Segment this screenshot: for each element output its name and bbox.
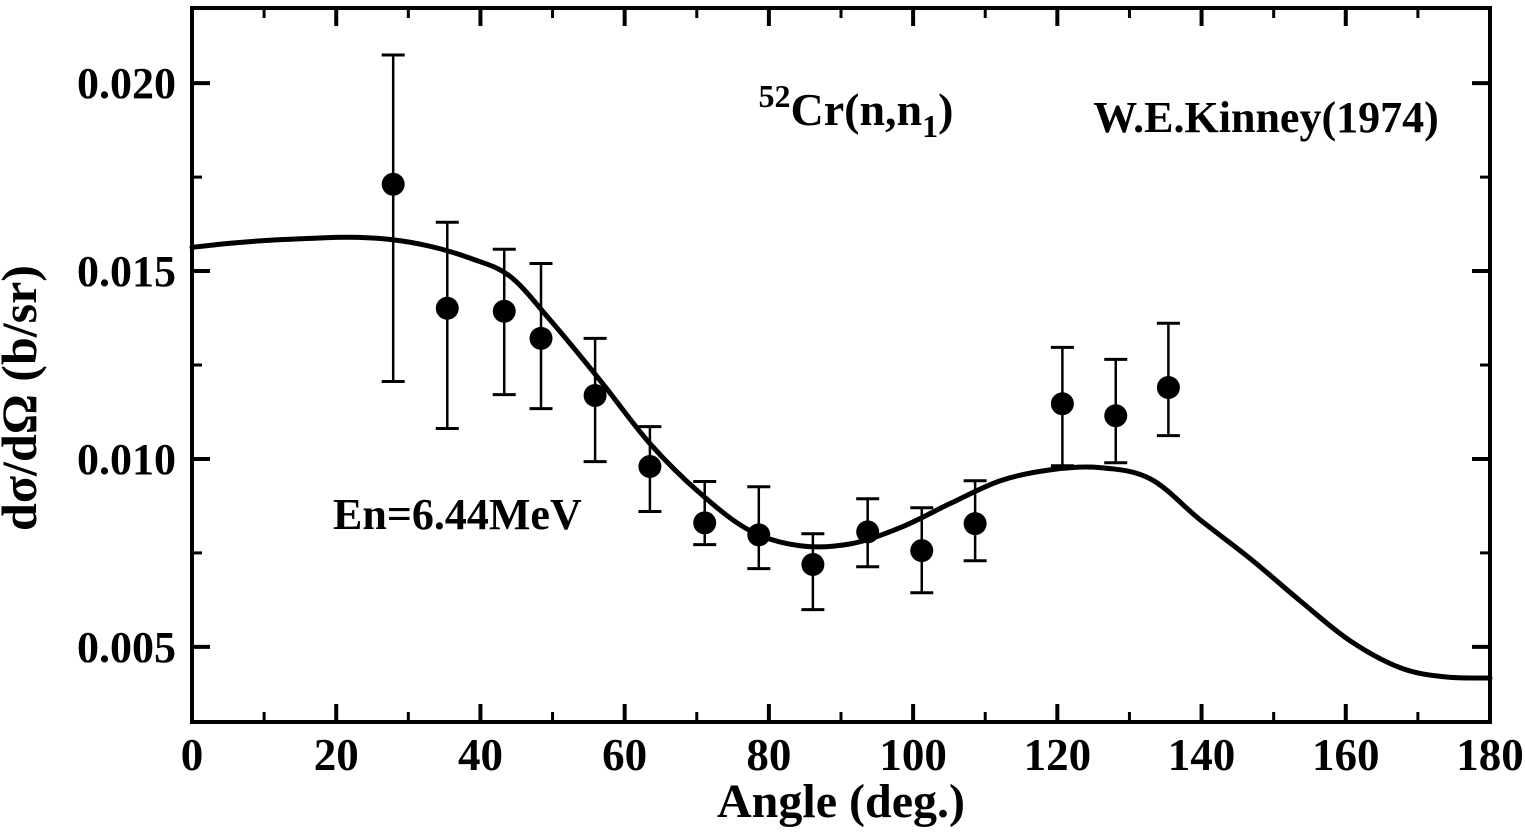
- data-point: [856, 520, 880, 544]
- data-point: [529, 326, 553, 350]
- reaction-label: 52Cr(n,n1): [759, 78, 954, 144]
- data-points-layer: [381, 172, 1180, 577]
- y-tick-label: 0.015: [77, 247, 176, 296]
- data-point: [381, 172, 405, 196]
- data-point: [1104, 404, 1128, 428]
- data-point: [583, 383, 607, 407]
- data-point: [638, 454, 662, 478]
- x-tick-label: 0: [181, 730, 204, 780]
- data-point: [910, 539, 934, 563]
- x-tick-label: 160: [1312, 730, 1380, 780]
- x-tick-label: 40: [458, 730, 503, 780]
- y-axis-title: dσ/dΩ (b/sr): [0, 265, 47, 531]
- data-point: [747, 523, 771, 547]
- x-tick-label: 60: [602, 730, 647, 780]
- data-point: [801, 553, 825, 577]
- x-tick-label: 20: [314, 730, 359, 780]
- x-tick-label: 180: [1456, 730, 1524, 780]
- data-point: [1050, 392, 1074, 416]
- x-tick-label: 80: [746, 730, 791, 780]
- data-point: [693, 511, 717, 535]
- data-point: [435, 296, 459, 320]
- y-tick-label: 0.010: [77, 435, 176, 484]
- energy-label: En=6.44MeV: [333, 490, 582, 539]
- x-tick-label: 140: [1168, 730, 1236, 780]
- y-tick-label: 0.020: [77, 59, 176, 108]
- data-point: [1156, 376, 1180, 400]
- error-bar: [435, 220, 459, 431]
- error-bar: [381, 53, 405, 384]
- y-tick-label: 0.005: [77, 623, 176, 672]
- x-tick-label: 120: [1024, 730, 1092, 780]
- reference-label: W.E.Kinney(1974): [1093, 93, 1439, 142]
- data-point: [492, 299, 516, 323]
- x-axis-title: Angle (deg.): [717, 775, 965, 828]
- x-tick-label: 100: [879, 730, 947, 780]
- data-point: [963, 512, 987, 536]
- model-curve: [189, 234, 1493, 681]
- ticks-layer: [192, 8, 1490, 722]
